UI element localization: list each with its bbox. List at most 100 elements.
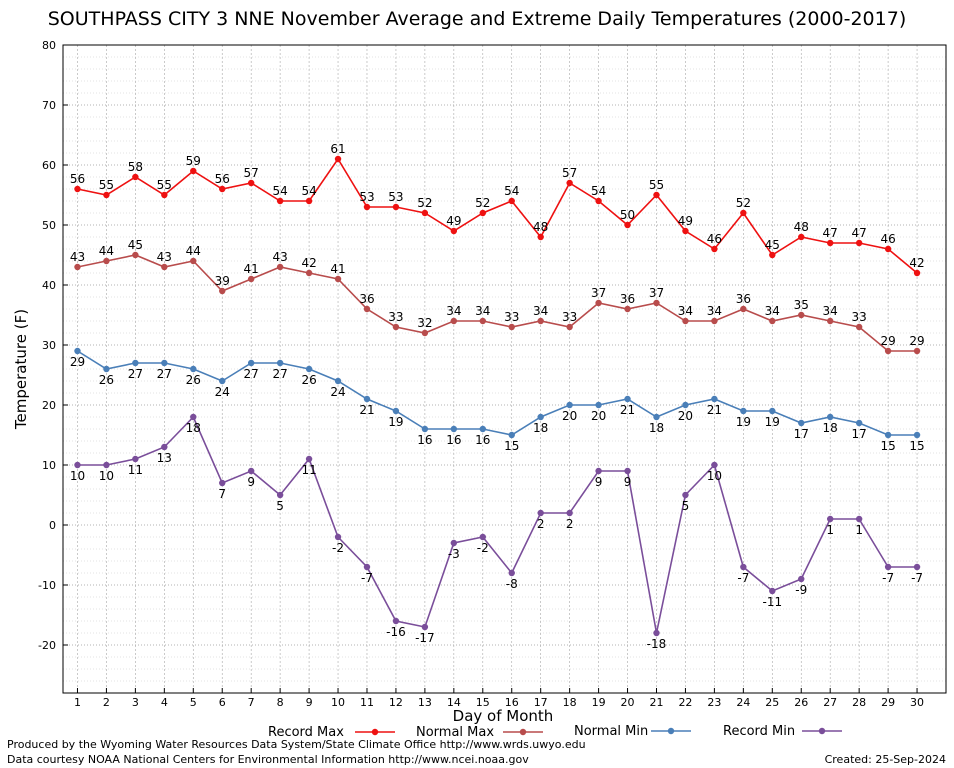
data-point	[769, 407, 776, 415]
data-label: 26	[301, 373, 316, 387]
data-label: 54	[301, 184, 316, 198]
footer-producer: Produced by the Wyoming Water Resources …	[7, 738, 586, 751]
data-point	[247, 275, 255, 283]
legend: Record Max Normal Max Normal Min Record Min	[268, 724, 842, 738]
data-label: 24	[330, 385, 345, 399]
data-label: 20	[591, 409, 606, 423]
data-label: 11	[128, 463, 143, 477]
data-point	[508, 323, 515, 331]
data-point	[247, 179, 255, 187]
legend-marker	[371, 728, 379, 736]
data-point	[653, 629, 660, 637]
data-point	[103, 191, 110, 199]
data-point	[334, 155, 342, 163]
data-point	[566, 179, 573, 187]
x-axis-label: Day of Month	[453, 707, 554, 725]
data-label: 5	[276, 499, 284, 513]
data-point	[884, 245, 892, 253]
data-point	[103, 461, 110, 469]
data-label: 9	[247, 475, 255, 489]
data-label: 45	[765, 238, 780, 252]
data-label: 16	[475, 433, 490, 447]
legend-label: Record Max	[268, 725, 344, 738]
data-label: 7	[218, 487, 226, 501]
data-label: 52	[736, 196, 751, 210]
data-point	[711, 317, 718, 325]
data-point	[161, 263, 168, 271]
data-label: 33	[852, 310, 867, 324]
data-point	[450, 539, 458, 547]
x-tick-label: 19	[592, 696, 606, 709]
x-tick-label: 30	[910, 696, 924, 709]
x-tick-label: 5	[190, 696, 197, 709]
data-point	[392, 617, 400, 625]
data-label: 20	[678, 409, 693, 423]
data-point	[132, 359, 139, 367]
plot-frame	[62, 44, 947, 694]
data-label: 29	[70, 355, 85, 369]
x-tick-label: 29	[881, 696, 895, 709]
data-label: 18	[649, 421, 664, 435]
data-point	[334, 533, 342, 541]
data-label: -18	[647, 637, 667, 651]
x-tick-label: 14	[447, 696, 461, 709]
data-label: 20	[562, 409, 577, 423]
chart-title: SOUTHPASS CITY 3 NNE November Average an…	[47, 8, 907, 30]
x-tick-label: 27	[823, 696, 837, 709]
data-point	[682, 317, 689, 325]
data-point	[219, 377, 226, 385]
data-point	[132, 173, 139, 181]
data-label: 45	[128, 238, 143, 252]
data-label: 21	[620, 403, 635, 417]
data-point	[363, 395, 371, 403]
data-point	[653, 413, 660, 421]
data-label: 24	[215, 385, 230, 399]
data-label: 55	[649, 178, 664, 192]
data-point	[479, 317, 486, 325]
data-point	[421, 425, 429, 433]
data-point	[132, 455, 139, 463]
data-label: 26	[99, 373, 114, 387]
data-label: -16	[386, 625, 406, 639]
data-point	[219, 479, 226, 487]
y-tick-label: -20	[38, 639, 56, 652]
data-point	[219, 185, 226, 193]
data-point	[363, 563, 371, 571]
data-point	[624, 221, 631, 229]
data-point	[740, 209, 747, 217]
legend-label: Record Min	[723, 724, 795, 738]
data-label: 42	[301, 256, 316, 270]
data-point	[798, 419, 805, 427]
data-point	[508, 197, 515, 205]
data-label: 41	[244, 262, 259, 276]
data-point	[190, 257, 197, 265]
data-point	[392, 203, 400, 211]
x-tick-label: 25	[765, 696, 779, 709]
data-point	[682, 401, 689, 409]
data-point	[190, 365, 197, 373]
data-point	[334, 377, 342, 385]
data-label: 10	[707, 469, 722, 483]
data-label: 2	[537, 517, 545, 531]
data-point	[566, 323, 573, 331]
data-point	[711, 395, 718, 403]
data-point	[624, 395, 631, 403]
data-point	[798, 233, 805, 241]
y-tick-label: 20	[42, 399, 56, 412]
data-point	[740, 407, 747, 415]
legend-label: Normal Min	[574, 724, 648, 738]
data-point	[798, 575, 805, 583]
x-tick-label: 26	[794, 696, 808, 709]
data-point	[479, 533, 486, 541]
data-point	[913, 563, 921, 571]
data-label: 56	[215, 172, 230, 186]
x-tick-label: 22	[678, 696, 692, 709]
data-point	[363, 203, 371, 211]
data-label: 27	[272, 367, 287, 381]
y-tick-label: 50	[42, 219, 56, 232]
data-label: 43	[157, 250, 172, 264]
y-tick-label: 30	[42, 339, 56, 352]
data-point	[711, 245, 718, 253]
data-point	[74, 347, 81, 355]
data-label: 10	[70, 469, 85, 483]
